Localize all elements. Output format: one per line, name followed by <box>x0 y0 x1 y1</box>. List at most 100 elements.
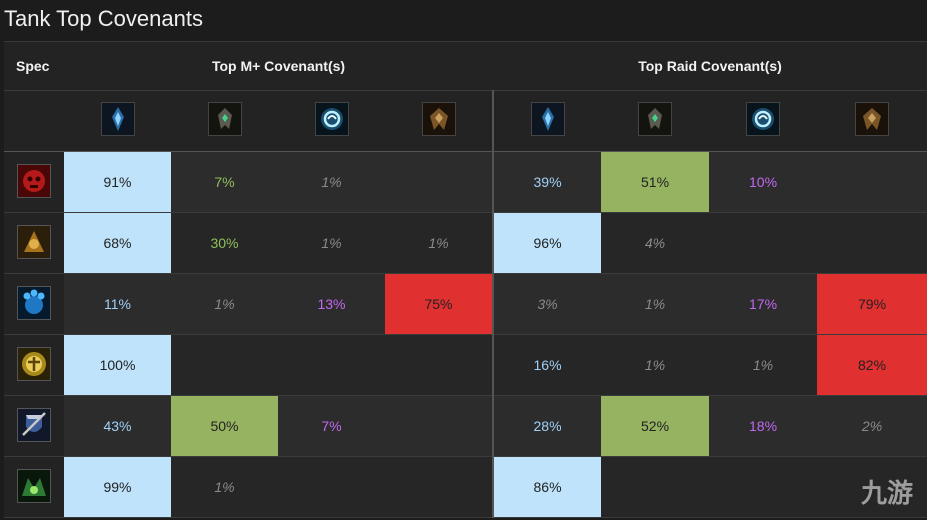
pct-cell: 39% <box>492 151 602 213</box>
venthyr-icon <box>855 101 890 136</box>
pct-cell: 52% <box>601 395 710 457</box>
table-row: 68% 30% 1% 1% 96% 4% <box>4 212 927 274</box>
spec-cell <box>4 395 64 457</box>
pct-value: 18% <box>749 418 778 434</box>
pct-value: 28% <box>533 418 562 434</box>
pct-value: 39% <box>533 174 562 190</box>
pct-value: 1% <box>428 235 449 251</box>
covenant-icon-cell-raid <box>492 90 602 152</box>
pct-cell: 16% <box>492 334 602 396</box>
covenant-table: Spec Top M+ Covenant(s) Top Raid Covenan… <box>4 41 927 518</box>
venthyr-icon <box>421 101 456 136</box>
table-body: 91% 7% 1% 39% 51% 10% 68% 30% 1% 1% 96% 4% 11% 1% 13% 7… <box>4 151 927 518</box>
covenant-icon-cell-mplus <box>64 90 171 152</box>
pct-cell: 91% <box>64 151 171 213</box>
header-row: Spec Top M+ Covenant(s) Top Raid Covenan… <box>4 41 927 91</box>
raid-header: Top Raid Covenant(s) <box>493 41 927 91</box>
covenant-icon-cell-mplus <box>385 90 494 152</box>
pct-cell: 13% <box>278 273 385 335</box>
vengeance-demon-hunter-icon <box>17 468 51 503</box>
pct-cell: 1% <box>171 456 278 518</box>
pct-value: 3% <box>537 296 558 312</box>
pct-cell: 3% <box>492 273 602 335</box>
pct-value: 4% <box>644 235 666 251</box>
pct-cell <box>601 456 710 518</box>
protection-warrior-icon <box>17 407 51 442</box>
pct-cell: 51% <box>601 151 710 213</box>
pct-cell: 82% <box>817 334 927 396</box>
pct-cell: 1% <box>385 212 494 274</box>
pct-cell: 1% <box>601 334 710 396</box>
spec-cell <box>4 212 64 274</box>
pct-value: 13% <box>317 296 346 312</box>
pct-cell: 96% <box>492 212 602 274</box>
pct-cell: 7% <box>171 151 278 213</box>
pct-cell: 79% <box>817 273 927 335</box>
pct-cell <box>278 334 385 396</box>
spec-cell <box>4 456 64 518</box>
covenant-icon-cell-mplus <box>278 90 385 152</box>
pct-cell <box>385 395 494 457</box>
page-title: Tank Top Covenants <box>4 6 203 31</box>
night-fae-icon <box>314 101 349 136</box>
pct-value: 7% <box>214 174 235 190</box>
pct-value: 30% <box>210 235 239 251</box>
pct-cell <box>385 456 494 518</box>
pct-value: 79% <box>858 296 887 312</box>
table-row: 11% 1% 13% 75% 3% 1% 17% 79% <box>4 273 927 335</box>
pct-cell: 1% <box>171 273 278 335</box>
pct-value: 43% <box>103 418 132 434</box>
pct-cell <box>385 334 494 396</box>
pct-value: 91% <box>103 174 132 190</box>
pct-value: 11% <box>104 296 131 312</box>
pct-value: 82% <box>858 357 887 373</box>
pct-cell <box>171 334 278 396</box>
table-row: 99% 1% 86% <box>4 456 927 518</box>
pct-value: 16% <box>533 357 562 373</box>
pct-cell: 100% <box>64 334 171 396</box>
spec-cell <box>4 334 64 396</box>
covenant-table-wrap: Spec Top M+ Covenant(s) Top Raid Covenan… <box>4 41 927 520</box>
pct-value: 1% <box>214 296 235 312</box>
watermark: 九游 <box>860 478 913 508</box>
blood-death-knight-icon <box>17 163 51 198</box>
pct-value: 1% <box>752 357 774 373</box>
pct-cell: 17% <box>709 273 818 335</box>
pct-cell: 99% <box>64 456 171 518</box>
pct-cell: 28% <box>492 395 602 457</box>
pct-cell <box>817 151 927 213</box>
pct-cell: 86% <box>492 456 602 518</box>
pct-cell: 1% <box>278 212 385 274</box>
pct-cell: 1% <box>709 334 818 396</box>
pct-cell: 43% <box>64 395 171 457</box>
spec-header: Spec <box>4 41 64 91</box>
pct-value: 17% <box>749 296 778 312</box>
covenant-icon-cell-raid <box>817 90 927 152</box>
pct-cell <box>709 456 818 518</box>
pct-value: 1% <box>321 174 342 190</box>
pct-value: 7% <box>321 418 342 434</box>
pct-cell: 50% <box>171 395 278 457</box>
pct-cell <box>385 151 494 213</box>
covenant-icon-cell-raid <box>601 90 710 152</box>
pct-value: 50% <box>210 418 239 434</box>
pct-value: 75% <box>424 296 453 312</box>
kyrian-icon <box>530 101 565 136</box>
pct-value: 96% <box>533 235 562 251</box>
kyrian-icon <box>100 101 135 136</box>
pct-value: 10% <box>749 174 778 190</box>
pct-cell: 68% <box>64 212 171 274</box>
covenant-icon-cell-raid <box>709 90 818 152</box>
spec-icon-spacer <box>4 90 64 152</box>
pct-value: 100% <box>99 357 136 373</box>
necrolord-icon <box>207 101 242 136</box>
covenant-icon-row <box>4 90 927 152</box>
pct-value: 1% <box>214 479 235 495</box>
table-row: 100% 16% 1% 1% 82% <box>4 334 927 396</box>
pct-cell: 1% <box>601 273 710 335</box>
pct-cell: 75% <box>385 273 494 335</box>
pct-cell: 30% <box>171 212 278 274</box>
covenant-icon-cell-mplus <box>171 90 278 152</box>
pct-cell: 2% <box>817 395 927 457</box>
pct-cell: 4% <box>601 212 710 274</box>
